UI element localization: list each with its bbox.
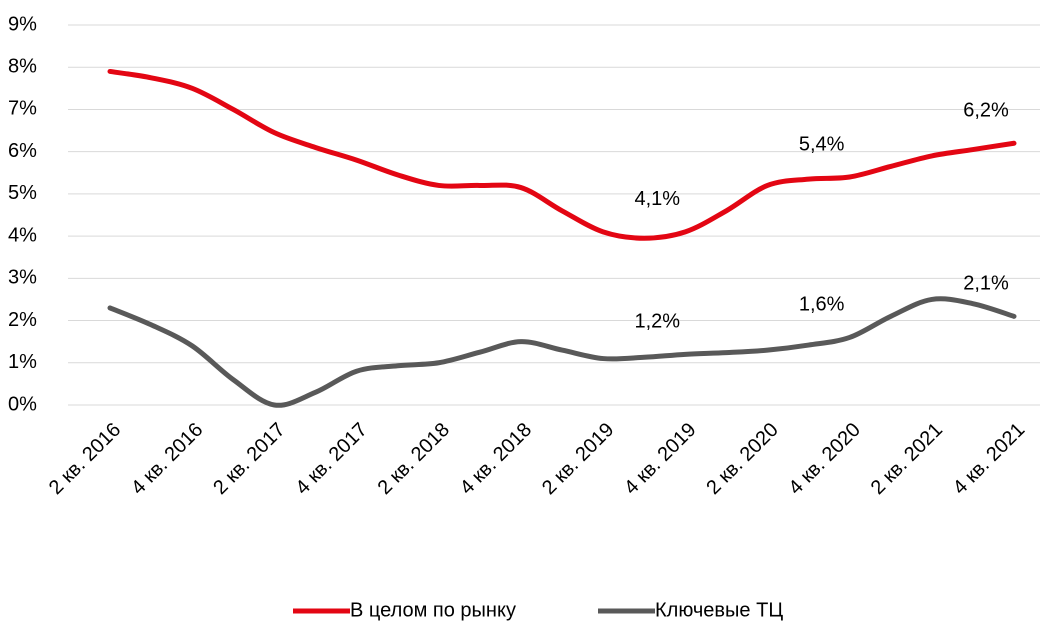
y-tick-label: 9%: [8, 13, 37, 35]
x-tick-label: 4 кв. 2019: [620, 419, 700, 499]
x-tick-label: 2 кв. 2019: [538, 419, 618, 499]
data-label: 2,1%: [963, 273, 1009, 295]
x-tick-label: 4 кв. 2016: [127, 419, 207, 499]
x-tick-label: 4 кв. 2020: [785, 419, 865, 499]
x-tick-label: 4 кв. 2021: [949, 419, 1029, 499]
data-label: 1,6%: [799, 294, 845, 316]
x-tick-label: 2 кв. 2017: [209, 419, 289, 499]
x-tick-label: 2 кв. 2020: [702, 419, 782, 499]
y-tick-label: 6%: [8, 140, 37, 162]
data-label: 6,2%: [963, 100, 1009, 122]
y-tick-label: 4%: [8, 224, 37, 246]
x-tick-label: 4 кв. 2017: [291, 419, 371, 499]
data-label: 4,1%: [634, 188, 680, 210]
y-tick-label: 0%: [8, 393, 37, 415]
data-label: 5,4%: [799, 133, 845, 155]
x-tick-label: 2 кв. 2016: [45, 419, 125, 499]
x-tick-label: 2 кв. 2021: [867, 419, 947, 499]
data-label: 1,2%: [634, 311, 680, 333]
x-tick-label: 2 кв. 2018: [374, 419, 454, 499]
x-tick-label: 4 кв. 2018: [456, 419, 536, 499]
y-tick-label: 3%: [8, 267, 37, 289]
line-series: [107, 296, 1017, 408]
y-tick-label: 8%: [8, 56, 37, 78]
y-tick-label: 2%: [8, 309, 37, 331]
line-series: [107, 68, 1017, 241]
legend-label: В целом по рынку: [350, 599, 516, 621]
y-tick-label: 1%: [8, 351, 37, 373]
legend-label: Ключевые ТЦ: [655, 599, 783, 621]
y-tick-label: 7%: [8, 98, 37, 120]
y-tick-label: 5%: [8, 182, 37, 204]
